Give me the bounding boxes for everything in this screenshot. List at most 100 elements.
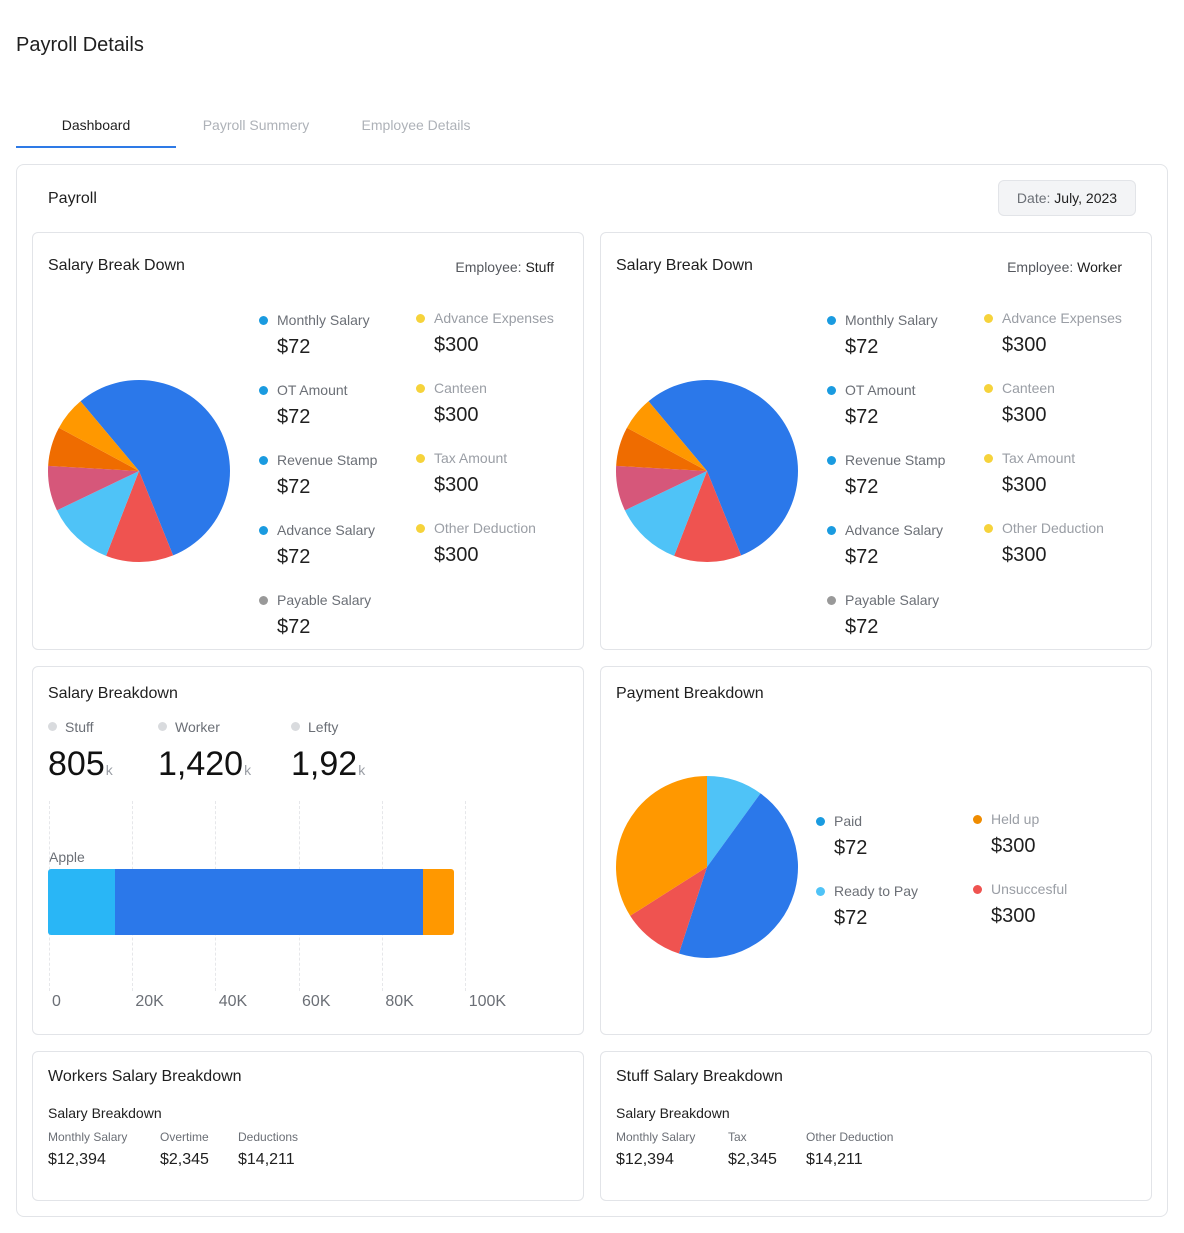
legend-label: Revenue Stamp	[277, 452, 378, 468]
legend-value: $300	[1002, 404, 1047, 426]
x-tick-label: 60K	[302, 993, 331, 1010]
legend-label: Monthly Salary	[845, 312, 938, 328]
stat-value: 1,420	[158, 745, 244, 783]
legend-dot	[416, 384, 425, 393]
bar-segment	[114, 869, 424, 935]
legend-value: $300	[434, 334, 479, 356]
legend-value: $300	[991, 835, 1036, 857]
legend-value: $72	[845, 336, 879, 358]
legend-label: Payable Salary	[277, 592, 372, 608]
employee-label: Employee:	[1007, 259, 1074, 275]
x-tick-label: 40K	[218, 993, 248, 1010]
legend-dot	[984, 454, 993, 463]
legend-label: Other Deduction	[1002, 520, 1104, 536]
legend-label: Canteen	[1002, 380, 1055, 396]
stat-other-deduction: Other Deduction $14,211	[806, 1130, 893, 1169]
legend-label: Tax Amount	[1002, 450, 1076, 466]
legend-dot	[259, 526, 268, 535]
tab-bar: Dashboard Payroll Summery Employee Detai…	[16, 104, 1168, 148]
employee-label: Employee:	[455, 259, 522, 275]
card-title: Stuff Salary Breakdown	[616, 1068, 783, 1085]
stat-label: Monthly Salary	[616, 1130, 696, 1144]
stat-monthly-salary: Monthly Salary $12,394	[48, 1130, 127, 1169]
legend-label: Ready to Pay	[834, 883, 919, 899]
pie-slice	[58, 401, 139, 471]
legend-dot	[259, 596, 268, 605]
stat-value: $12,394	[48, 1151, 106, 1168]
stat-label: Other Deduction	[806, 1130, 894, 1144]
legend-dot	[291, 722, 300, 731]
tab-dashboard[interactable]: Dashboard	[16, 104, 176, 148]
date-label: Date:	[1016, 190, 1051, 206]
legend-dot	[816, 887, 825, 896]
legend-dot	[259, 456, 268, 465]
legend-dot	[259, 386, 268, 395]
stuff-salary-card: Stuff Salary Breakdown Salary Breakdown …	[600, 1051, 1152, 1201]
legend-dot	[259, 316, 268, 325]
legend-dot	[827, 596, 836, 605]
pie-slice	[56, 471, 139, 556]
stat-unit: k	[358, 762, 366, 778]
legend-dot	[827, 526, 836, 535]
salary-breakdown-stuff-card: Salary Break Down Employee: Stuff Monthl…	[32, 232, 584, 650]
legend-dot	[973, 815, 982, 824]
stat-unit: k	[244, 762, 252, 778]
legend-label: Monthly Salary	[277, 312, 370, 328]
stat-stuff: 805k	[48, 745, 113, 784]
legend-value: $72	[845, 406, 879, 428]
stat-value: $14,211	[238, 1151, 295, 1168]
legend-dot	[827, 386, 836, 395]
date-value: July, 2023	[1054, 190, 1118, 206]
pie-slice	[674, 471, 742, 562]
stat-value: $14,211	[806, 1151, 863, 1168]
employee-filter[interactable]: Employee: Worker	[1007, 259, 1122, 275]
legend-dot	[416, 454, 425, 463]
payment-pie-chart	[616, 776, 798, 958]
legend-label: Tax Amount	[434, 450, 508, 466]
legend-label: Advance Expenses	[1002, 310, 1122, 326]
pie-slice	[624, 471, 707, 556]
stat-worker: 1,420k	[158, 745, 251, 784]
card-subtitle: Salary Breakdown	[616, 1105, 730, 1121]
legend-value: $300	[1002, 474, 1047, 496]
legend-lefty: Lefty	[291, 719, 338, 735]
legend-label: OT Amount	[277, 382, 348, 398]
legend-label: Advance Salary	[277, 522, 376, 538]
legend-worker: Worker	[158, 719, 220, 735]
legend-value: $72	[277, 546, 311, 568]
pie-slice	[80, 380, 230, 556]
bar-category-label: Apple	[49, 849, 85, 865]
legend-value: $300	[434, 404, 479, 426]
legend-dot	[48, 722, 57, 731]
employee-filter[interactable]: Employee: Stuff	[455, 259, 554, 275]
payment-breakdown-card: Payment Breakdown Paid $72 Ready to Pay …	[600, 666, 1152, 1035]
pie-slice	[106, 471, 174, 562]
legend-value: $300	[991, 905, 1036, 927]
legend-dot	[973, 885, 982, 894]
pie-slice	[707, 776, 761, 867]
salary-breakdown-worker-card: Salary Break Down Employee: Worker Month…	[600, 232, 1152, 650]
card-title: Salary Break Down	[616, 257, 753, 274]
legend-label: Revenue Stamp	[845, 452, 946, 468]
stat-label: Overtime	[160, 1130, 209, 1144]
card-title: Payment Breakdown	[616, 685, 764, 702]
stat-value: 805	[48, 745, 105, 783]
pie-slice	[678, 793, 798, 958]
legend-value: $72	[277, 406, 311, 428]
pie-slice	[616, 776, 707, 916]
date-selector[interactable]: Date: July, 2023	[998, 180, 1136, 216]
tab-employee-details[interactable]: Employee Details	[361, 117, 471, 133]
legend-label: Lefty	[308, 719, 339, 735]
legend-dot	[984, 314, 993, 323]
tab-payroll-summery[interactable]: Payroll Summery	[202, 117, 310, 133]
legend-value: $300	[434, 544, 479, 566]
salary-pie-chart-worker	[616, 380, 798, 562]
pie-slice	[630, 867, 707, 954]
stat-label: Tax	[728, 1130, 747, 1144]
gridline	[465, 801, 467, 991]
legend-label: Held up	[991, 811, 1040, 827]
stat-unit: k	[105, 762, 113, 778]
salary-bar-chart: Apple 0 20K 40K 60K 80K 100K	[48, 801, 528, 1010]
payroll-title: Payroll	[48, 190, 97, 207]
legend-value: $300	[434, 474, 479, 496]
